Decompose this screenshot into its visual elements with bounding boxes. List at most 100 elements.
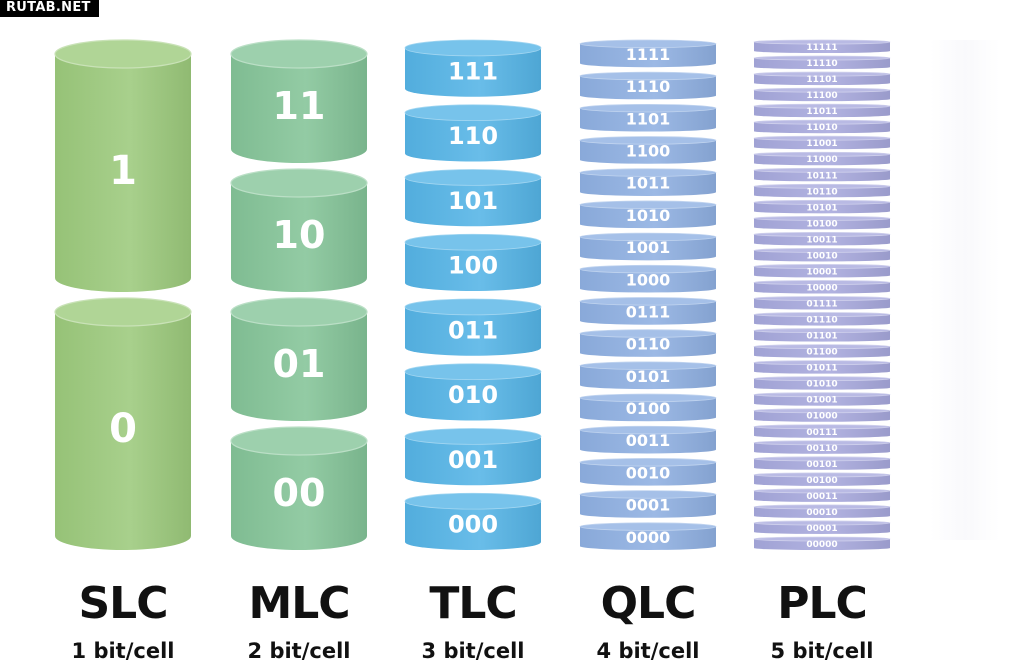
cell-top xyxy=(54,39,192,69)
cell-value-label: 01011 xyxy=(806,364,837,374)
cell-top xyxy=(579,232,717,242)
cell-body xyxy=(754,490,890,502)
column-subtitle: 2 bit/cell xyxy=(247,639,351,663)
watermark-logo: RUTAB.NET xyxy=(0,0,99,17)
memory-cell-level: 10010 xyxy=(753,248,891,262)
cell-top xyxy=(404,104,542,122)
memory-cell-level: 0100 xyxy=(579,393,717,422)
cell-top xyxy=(753,151,891,157)
cell-top xyxy=(579,136,717,145)
cell-body xyxy=(754,138,890,150)
cell-body xyxy=(754,122,890,134)
column-qlc: 1111 1110 1101 1100 1011 1010 1001 1000 0111 0110… xyxy=(579,0,717,664)
cell-stack-plc: 11111 11110 11101 11100 11011 11010 11001 11000… xyxy=(753,39,891,550)
cell-value-label: 11100 xyxy=(806,91,837,101)
cell-body xyxy=(754,522,890,534)
memory-cell-level: 11000 xyxy=(753,151,891,166)
cell-value-label: 0101 xyxy=(626,367,671,386)
memory-cell-level: 01111 xyxy=(753,296,891,310)
cell-top xyxy=(579,458,717,467)
cell-body xyxy=(580,365,716,390)
cell-top xyxy=(753,39,891,45)
cell-top xyxy=(753,536,891,542)
cell-value-label: 01100 xyxy=(806,348,837,358)
cell-body xyxy=(580,172,716,196)
cell-value-label: 01000 xyxy=(806,412,837,422)
cell-value-label: 11001 xyxy=(806,139,837,149)
cell-value-label: 1 xyxy=(109,148,137,194)
cell-value-label: 01101 xyxy=(806,332,837,342)
cell-top xyxy=(579,490,717,499)
cell-body xyxy=(580,269,716,293)
memory-cell-level: 11001 xyxy=(753,135,891,150)
cell-body xyxy=(754,362,890,374)
memory-cell-level: 11111 xyxy=(753,39,891,54)
cell-top xyxy=(230,39,368,69)
cell-value-label: 00100 xyxy=(806,476,837,486)
cell-body xyxy=(405,436,541,486)
cell-value-label: 10111 xyxy=(806,171,837,181)
cell-value-label: 0100 xyxy=(626,399,671,418)
memory-cell-level: 10110 xyxy=(753,183,891,198)
cell-top xyxy=(753,264,891,269)
memory-cell-level: 11 xyxy=(230,39,368,163)
cell-top xyxy=(753,488,891,494)
cell-top xyxy=(753,328,891,333)
cell-value-label: 1001 xyxy=(626,238,671,257)
memory-cell-level: 01 xyxy=(230,297,368,421)
cell-body xyxy=(231,54,367,163)
cell-top xyxy=(579,329,717,338)
memory-cell-level: 11100 xyxy=(753,87,891,102)
cell-top xyxy=(230,297,368,327)
cell-top xyxy=(579,39,717,49)
cell-body xyxy=(580,108,716,132)
cell-top xyxy=(579,361,717,370)
column-title: QLC xyxy=(600,578,697,629)
cell-top xyxy=(753,199,891,205)
memory-cell-level: 00 xyxy=(230,426,368,550)
memory-cell-level: 0111 xyxy=(579,297,717,325)
memory-cell-level: 001 xyxy=(404,428,542,486)
cell-top xyxy=(579,425,717,435)
memory-cell-level: 00011 xyxy=(753,488,891,502)
cell-top xyxy=(753,376,891,382)
memory-cell-level: 00100 xyxy=(753,472,891,486)
cell-value-label: 00101 xyxy=(806,460,837,470)
cell-value-label: 111 xyxy=(448,57,498,85)
column-subtitle: 3 bit/cell xyxy=(421,639,525,663)
cell-body xyxy=(754,74,890,86)
column-plc: 11111 11110 11101 11100 11011 11010 11001 11000… xyxy=(753,0,891,664)
cell-body xyxy=(231,183,367,292)
cell-top xyxy=(753,408,891,414)
cell-body xyxy=(754,170,890,182)
cell-body xyxy=(55,54,191,292)
memory-cell-level: 1111 xyxy=(579,39,717,68)
column-tlc: 111 110 101 100 011 010 001 000 TLC 3 bit/cell xyxy=(404,0,542,664)
cell-body xyxy=(754,250,890,262)
cell-value-label: 010 xyxy=(448,381,498,409)
memory-cell-level: 01100 xyxy=(753,344,891,358)
cell-body xyxy=(231,312,367,421)
cell-body xyxy=(580,430,716,454)
memory-cell-level: 110 xyxy=(404,104,542,162)
cell-top xyxy=(579,71,717,81)
cell-body xyxy=(580,301,716,325)
cell-body xyxy=(754,282,890,294)
column-title: SLC xyxy=(78,578,168,629)
cell-body xyxy=(580,140,716,164)
cell-top xyxy=(753,344,891,349)
cell-top xyxy=(579,264,717,274)
cell-top xyxy=(753,440,891,446)
cell-value-label: 00111 xyxy=(806,428,837,438)
memory-cell-level: 1011 xyxy=(579,168,717,196)
cell-body xyxy=(754,346,890,358)
memory-cell-level: 1110 xyxy=(579,71,717,100)
memory-cell-level: 011 xyxy=(404,298,542,356)
cell-value-label: 01 xyxy=(273,342,326,386)
cell-body xyxy=(754,218,890,230)
column-subtitle: 4 bit/cell xyxy=(596,639,700,663)
cell-value-label: 1100 xyxy=(626,142,671,161)
memory-cell-level: 100 xyxy=(404,233,542,291)
cell-top xyxy=(753,103,891,109)
